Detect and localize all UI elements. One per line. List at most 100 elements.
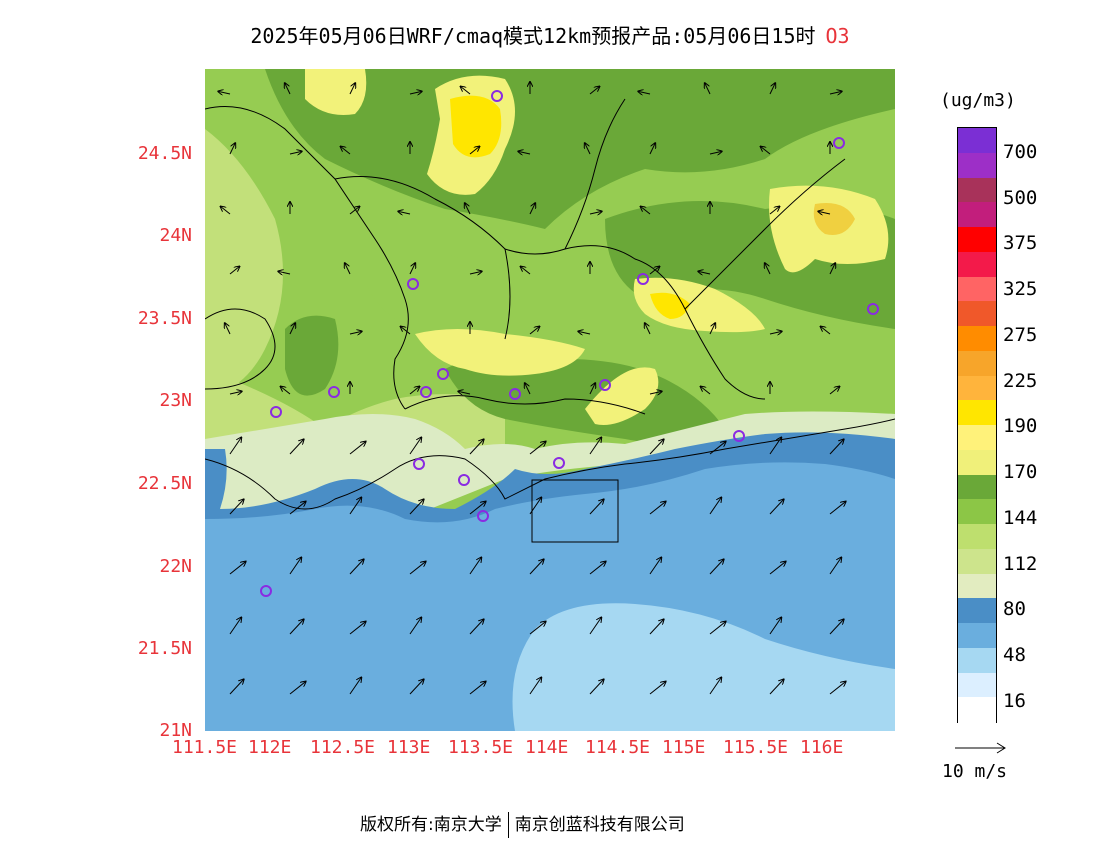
wind-arrow	[469, 271, 482, 274]
wind-arrow	[409, 499, 424, 515]
o3-high-e	[633, 277, 765, 333]
wind-arrow	[525, 383, 531, 395]
wind-arrow	[229, 499, 244, 515]
legend-color-band	[958, 301, 996, 327]
wind-arrow	[229, 143, 235, 155]
wind-arrow	[709, 323, 715, 335]
wind-arrow	[281, 387, 291, 395]
lon-label-113.5: 113.5E	[448, 737, 514, 758]
wind-arrow	[289, 557, 301, 575]
lon-label-113: 113E	[387, 737, 431, 758]
wind-arrow	[829, 557, 841, 575]
wind-arrow	[349, 83, 355, 95]
wind-arrow	[345, 263, 351, 275]
wind-arrow	[769, 437, 781, 455]
o3-high-center	[415, 329, 585, 376]
legend-color-band	[958, 400, 996, 426]
lat-label-24: 24N	[159, 225, 192, 246]
wind-arrow	[225, 323, 231, 335]
land-light-west	[205, 129, 283, 399]
wind-arrow	[649, 557, 661, 575]
legend-tick: 48	[1003, 644, 1026, 666]
lat-label-22.5: 22.5N	[137, 473, 192, 494]
wind-arrow	[229, 617, 241, 635]
wind-arrow	[469, 147, 479, 155]
wind-arrow	[589, 437, 601, 455]
legend-tick: 225	[1003, 370, 1038, 392]
wind-arrow	[709, 497, 721, 515]
wind-arrow	[705, 83, 711, 95]
wind-arrow	[709, 442, 726, 455]
legend-color-band	[958, 177, 996, 203]
wind-arrow	[469, 502, 486, 515]
wind-arrow	[709, 559, 724, 575]
wind-arrow	[649, 267, 659, 275]
admin-boundaries	[205, 98, 846, 415]
wind-arrow	[589, 562, 606, 575]
wind-arrow	[285, 83, 291, 95]
lat-label-23.5: 23.5N	[137, 308, 192, 329]
wind-arrow	[529, 677, 541, 695]
wind-arrow	[349, 622, 366, 635]
color-legend-bar	[957, 127, 997, 723]
legend-color-band	[958, 350, 996, 376]
wind-arrow	[529, 442, 546, 455]
title-text: 2025年05月06日WRF/cmaq模式12km预报产品:05月06日15时	[250, 24, 816, 48]
legend-units: (ug/m3)	[940, 90, 1016, 111]
wind-arrow	[829, 682, 846, 695]
org-nju: 南京大学	[433, 815, 502, 835]
wind-arrow	[769, 83, 775, 95]
wind-arrow	[818, 211, 831, 214]
wind-arrow	[589, 87, 599, 95]
map-canvas	[205, 69, 895, 731]
wind-arrow	[461, 87, 471, 95]
wind-arrow	[649, 502, 666, 515]
wind-arrow	[649, 391, 662, 394]
legend-color-band	[958, 697, 996, 723]
legend-color-band	[958, 524, 996, 550]
wind-arrow	[409, 91, 422, 94]
lon-label-111.5: 111.5E	[172, 737, 238, 758]
land-dark-north	[265, 69, 895, 229]
wind-arrow	[409, 387, 419, 395]
wind-arrow	[349, 442, 366, 455]
wind-arrow	[709, 622, 726, 635]
lat-label-23: 23N	[159, 390, 192, 411]
species-label: O3	[825, 24, 850, 48]
legend-color-band	[958, 202, 996, 228]
wind-arrow	[289, 439, 304, 455]
wind-arrow	[465, 203, 471, 215]
legend-color-band	[958, 251, 996, 277]
wind-arrow	[278, 271, 291, 274]
wind-arrow	[649, 682, 666, 695]
lat-label-24.5: 24.5N	[137, 143, 192, 164]
legend-color-band	[958, 474, 996, 500]
legend-color-band	[958, 276, 996, 302]
legend-color-band	[958, 152, 996, 178]
wind-arrow	[769, 679, 784, 695]
wind-arrow	[529, 497, 541, 515]
wind-arrow	[769, 617, 781, 635]
coastline	[205, 418, 895, 510]
wind-arrow	[218, 91, 231, 94]
wind-arrow	[229, 391, 242, 394]
wind-arrow	[769, 331, 782, 334]
wind-arrow	[638, 91, 651, 94]
legend-tick: 144	[1003, 507, 1038, 529]
legend-tick: 112	[1003, 553, 1038, 575]
lon-label-116: 116E	[800, 737, 844, 758]
wind-arrow	[469, 619, 484, 635]
wind-arrow	[289, 682, 306, 695]
wind-arrow	[761, 147, 771, 155]
legend-color-band	[958, 375, 996, 401]
wind-arrow	[649, 143, 655, 155]
wind-arrow	[829, 263, 835, 275]
wind-arrow	[349, 497, 361, 515]
legend-color-band	[958, 548, 996, 574]
land-dark-center	[285, 315, 339, 396]
wind-arrow	[341, 147, 351, 155]
wind-arrow	[821, 327, 831, 335]
legend-color-band	[958, 425, 996, 451]
wind-arrow	[645, 323, 651, 335]
wind-arrow	[469, 439, 484, 455]
